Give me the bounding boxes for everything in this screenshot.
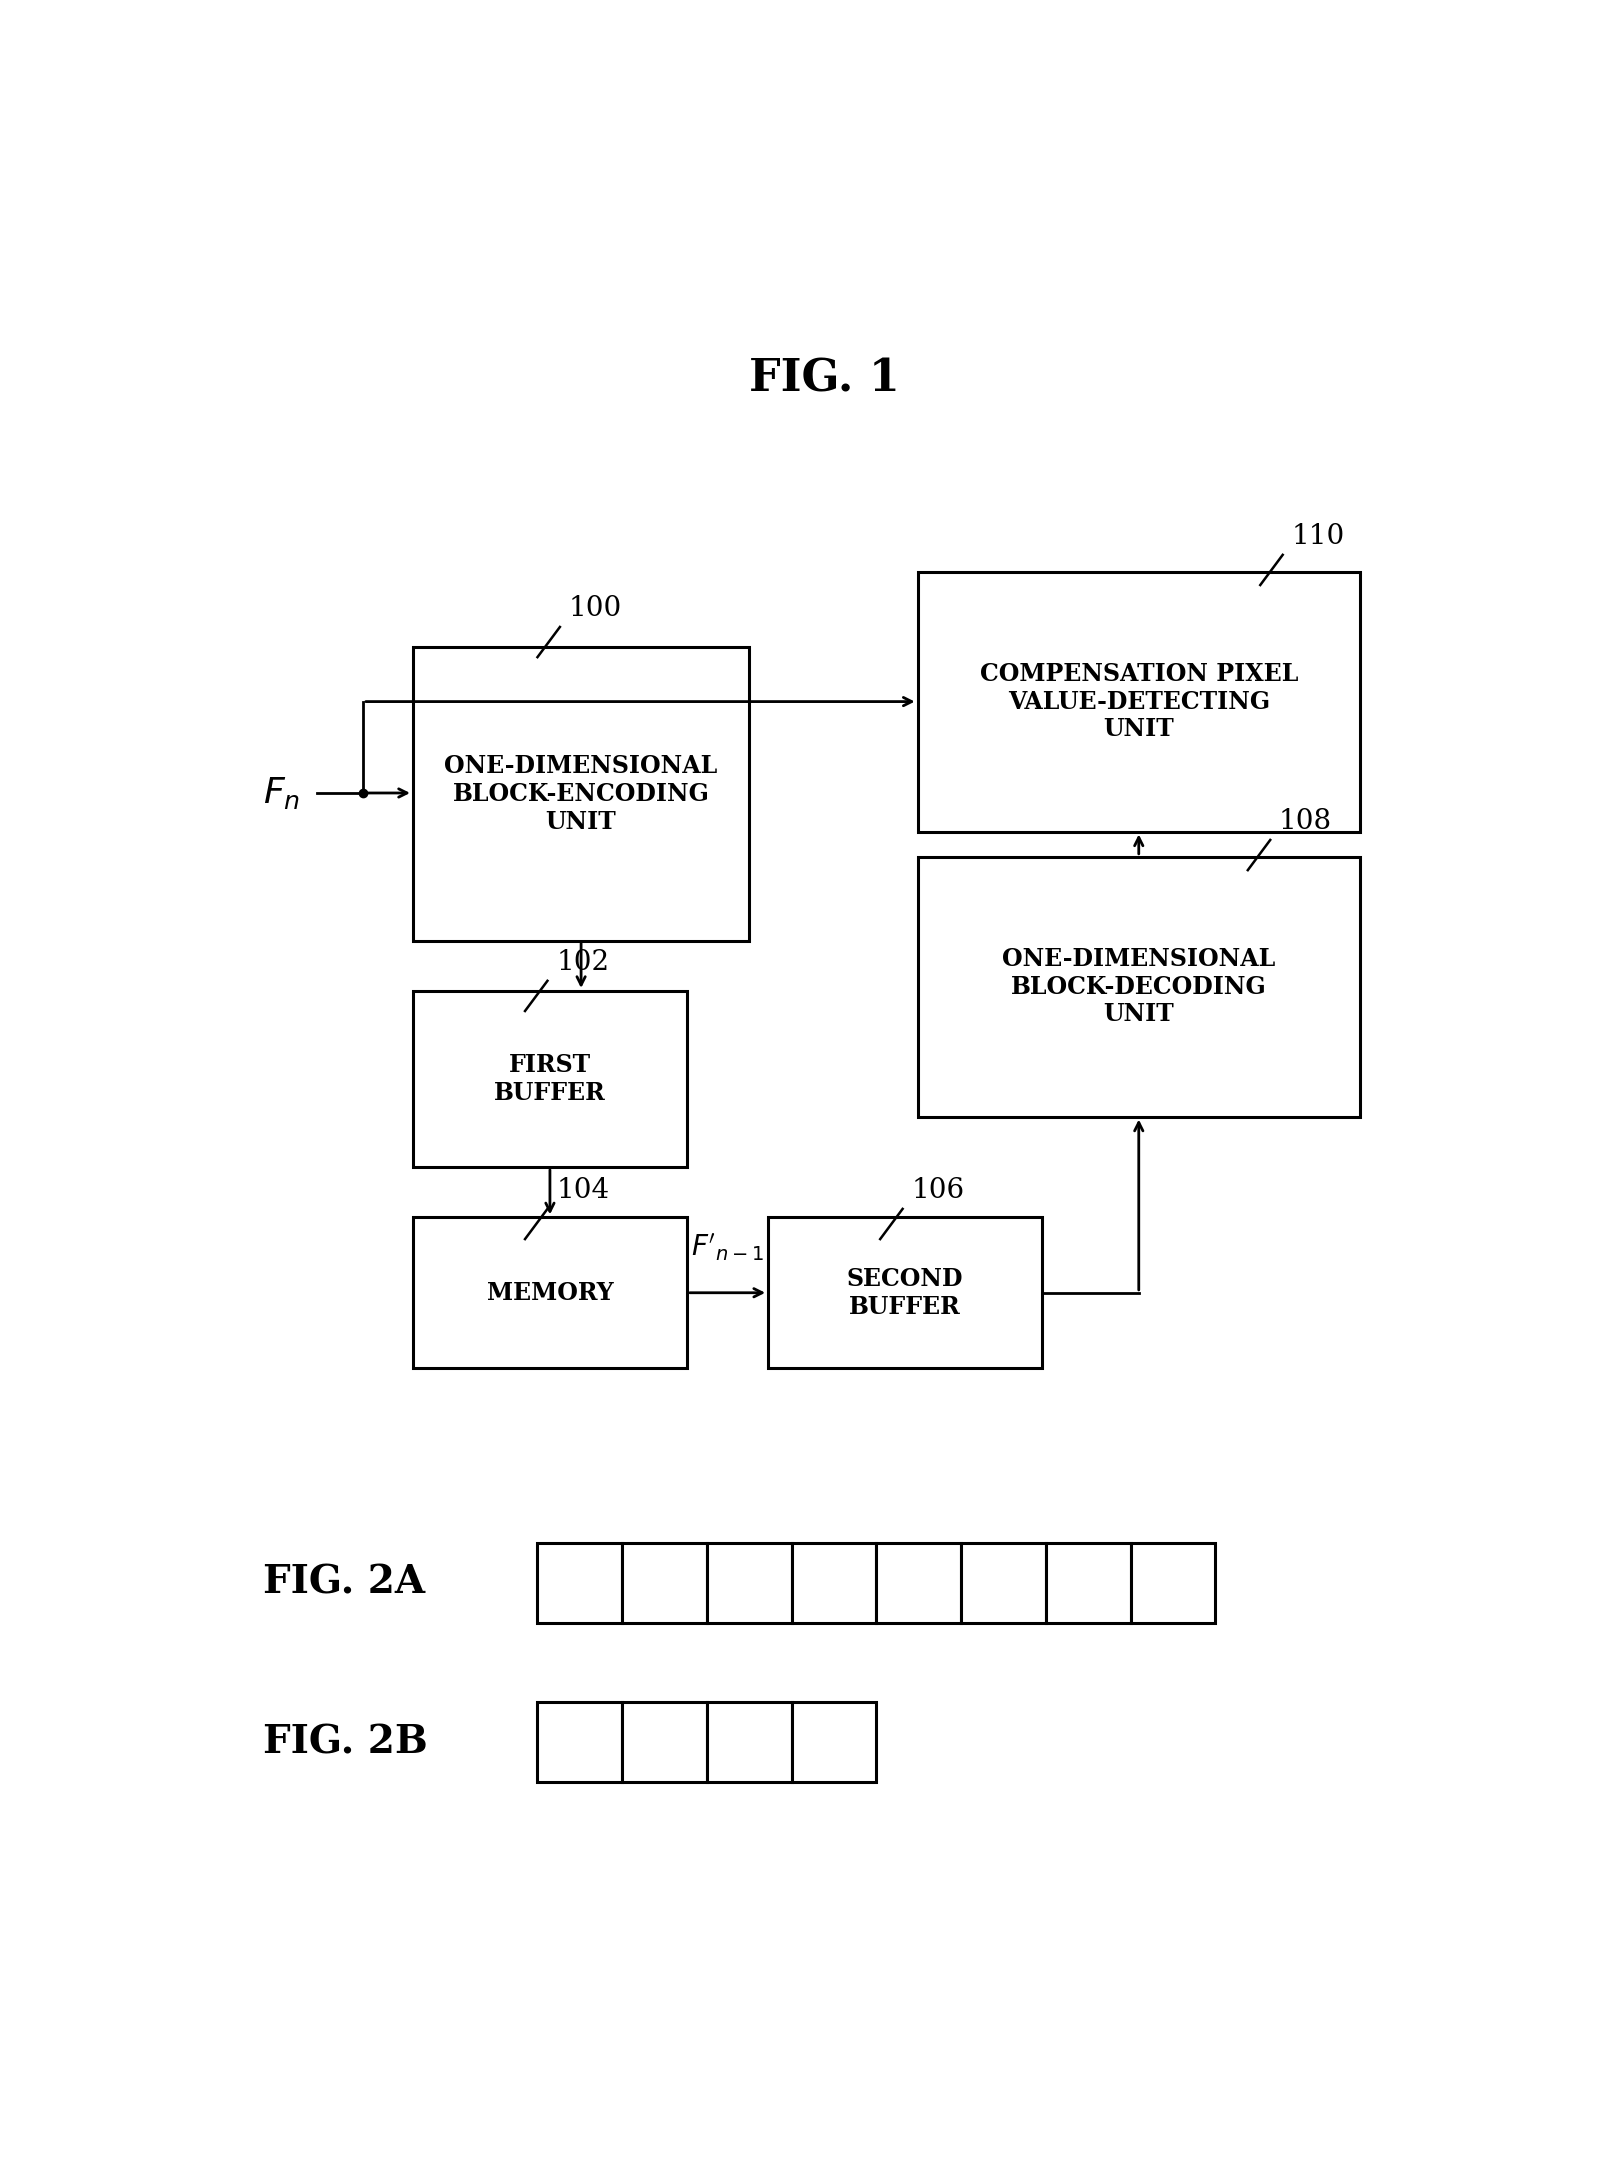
- Bar: [413, 647, 749, 941]
- Bar: [622, 1542, 707, 1623]
- Bar: [413, 991, 686, 1167]
- Text: $F'_{n-1}$: $F'_{n-1}$: [691, 1231, 763, 1263]
- Bar: [961, 1542, 1045, 1623]
- Text: 102: 102: [556, 950, 609, 976]
- Bar: [707, 1701, 791, 1782]
- Bar: [1045, 1542, 1130, 1623]
- Text: 106: 106: [911, 1176, 964, 1204]
- Text: FIG. 2A: FIG. 2A: [264, 1564, 426, 1601]
- Text: FIG. 2B: FIG. 2B: [264, 1723, 427, 1762]
- Bar: [876, 1542, 961, 1623]
- Text: ONE-DIMENSIONAL
BLOCK-DECODING
UNIT: ONE-DIMENSIONAL BLOCK-DECODING UNIT: [1001, 947, 1274, 1026]
- Bar: [537, 1542, 622, 1623]
- Text: FIG. 1: FIG. 1: [749, 357, 898, 401]
- Text: $F_n$: $F_n$: [264, 775, 301, 810]
- Bar: [791, 1701, 876, 1782]
- Bar: [707, 1542, 791, 1623]
- Bar: [622, 1701, 707, 1782]
- Text: 100: 100: [569, 595, 622, 623]
- Text: 104: 104: [556, 1176, 609, 1204]
- Bar: [768, 1218, 1041, 1368]
- Bar: [918, 571, 1360, 832]
- Text: ONE-DIMENSIONAL
BLOCK-ENCODING
UNIT: ONE-DIMENSIONAL BLOCK-ENCODING UNIT: [444, 754, 717, 834]
- Bar: [918, 856, 1360, 1117]
- Bar: [413, 1218, 686, 1368]
- Text: 110: 110: [1290, 523, 1343, 549]
- Text: 108: 108: [1278, 808, 1331, 834]
- Text: FIRST
BUFFER: FIRST BUFFER: [493, 1052, 606, 1104]
- Text: SECOND
BUFFER: SECOND BUFFER: [847, 1268, 963, 1318]
- Text: MEMORY: MEMORY: [487, 1281, 612, 1305]
- Bar: [1130, 1542, 1215, 1623]
- Bar: [537, 1701, 622, 1782]
- Bar: [791, 1542, 876, 1623]
- Text: COMPENSATION PIXEL
VALUE-DETECTING
UNIT: COMPENSATION PIXEL VALUE-DETECTING UNIT: [979, 662, 1297, 741]
